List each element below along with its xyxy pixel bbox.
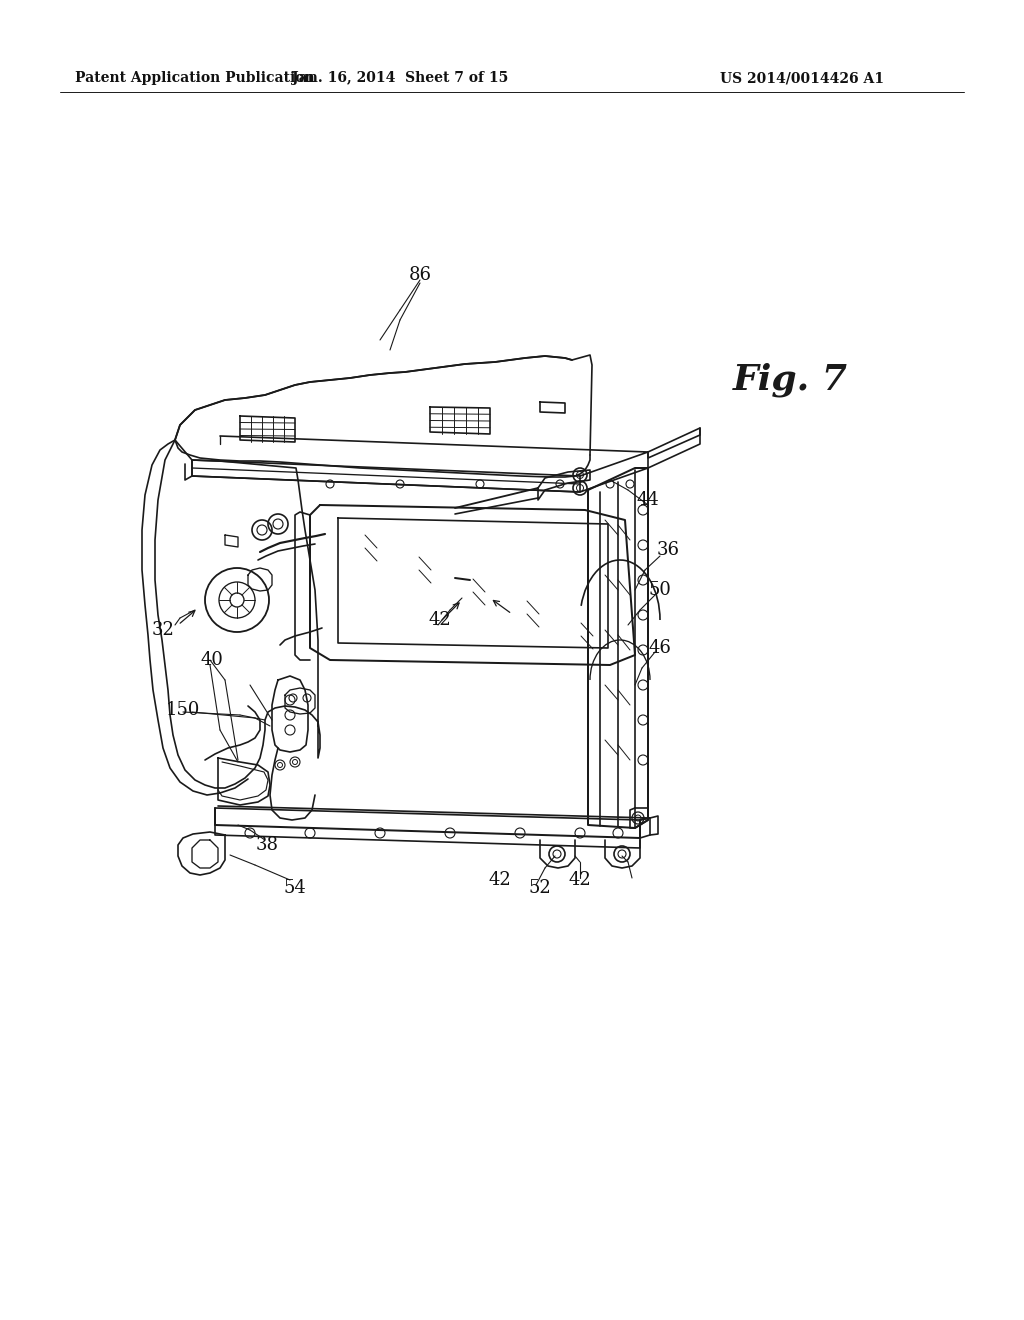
Text: 38: 38 [256,836,279,854]
Text: 42: 42 [568,871,592,888]
Text: 32: 32 [152,620,174,639]
Text: US 2014/0014426 A1: US 2014/0014426 A1 [720,71,884,84]
Text: 86: 86 [409,267,431,284]
Text: 54: 54 [284,879,306,898]
Text: 44: 44 [637,491,659,510]
Text: Jan. 16, 2014  Sheet 7 of 15: Jan. 16, 2014 Sheet 7 of 15 [292,71,508,84]
Text: 42: 42 [488,871,511,888]
Text: Fig. 7: Fig. 7 [732,363,848,397]
Text: 50: 50 [648,581,672,599]
Text: 150: 150 [166,701,200,719]
Text: 46: 46 [648,639,672,657]
Text: 52: 52 [528,879,551,898]
Text: 42: 42 [429,611,452,630]
Text: 36: 36 [656,541,680,558]
Text: 40: 40 [201,651,223,669]
Text: Patent Application Publication: Patent Application Publication [75,71,314,84]
